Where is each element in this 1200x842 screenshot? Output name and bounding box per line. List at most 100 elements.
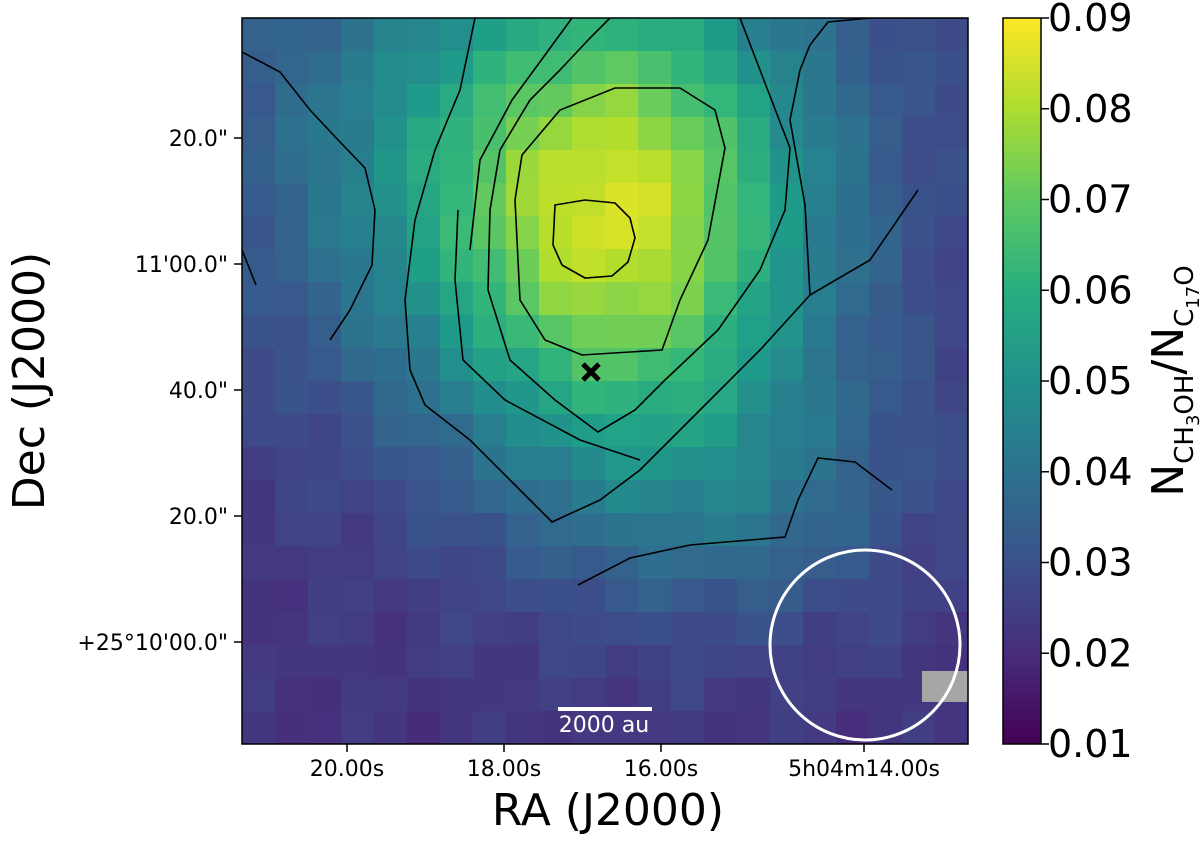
heatmap-cell — [803, 579, 837, 613]
heatmap-cell — [506, 447, 540, 481]
heatmap-cell — [935, 150, 968, 184]
y-tick-label: 11'00.0" — [135, 253, 228, 278]
heatmap-cell — [374, 150, 408, 184]
heatmap-cell — [935, 282, 968, 316]
heatmap-cell — [869, 645, 903, 679]
heatmap-cell — [935, 711, 968, 744]
heatmap-cell — [473, 84, 507, 118]
heatmap-cell — [308, 348, 342, 382]
heatmap-cell — [308, 381, 342, 415]
heatmap-cell — [407, 678, 441, 712]
heatmap-cell — [803, 150, 837, 184]
heatmap-cell — [770, 678, 804, 712]
heatmap-cell — [869, 315, 903, 349]
heatmap-cell — [704, 546, 738, 580]
heatmap-cell — [473, 711, 507, 744]
heatmap-cell — [440, 678, 474, 712]
heatmap-cell — [671, 216, 705, 250]
contour-line — [789, 18, 968, 296]
heatmap-cell — [374, 183, 408, 217]
heatmap-cell — [275, 150, 309, 184]
heatmap-cell — [869, 513, 903, 547]
heatmap-cell — [770, 447, 804, 481]
heatmap-cell — [902, 18, 936, 52]
heatmap-cell — [638, 51, 672, 85]
heatmap-cell — [506, 711, 540, 744]
colorbar-tick-label: 0.04 — [1048, 450, 1133, 494]
heatmap-cell — [935, 480, 968, 514]
heatmap-cell — [341, 711, 375, 744]
heatmap-cell — [308, 711, 342, 744]
heatmap-cell — [803, 645, 837, 679]
heatmap-cell — [539, 579, 573, 613]
heatmap-cell — [638, 18, 672, 52]
heatmap-cell — [374, 381, 408, 415]
heatmap-cell — [704, 381, 738, 415]
heatmap-cells — [242, 18, 968, 744]
heatmap-cell — [638, 381, 672, 415]
heatmap-cell — [374, 414, 408, 448]
heatmap-cell — [737, 480, 771, 514]
heatmap-cell — [440, 579, 474, 613]
heatmap-cell — [671, 315, 705, 349]
heatmap-cell — [506, 183, 540, 217]
heatmap-cell — [638, 579, 672, 613]
heatmap-cell — [737, 414, 771, 448]
heatmap-cell — [836, 117, 870, 151]
heatmap-cell — [407, 51, 441, 85]
contour-line — [552, 199, 636, 279]
heatmap-cell — [374, 513, 408, 547]
heatmap-cell — [539, 249, 573, 283]
heatmap-cell — [671, 480, 705, 514]
heatmap-cell — [770, 282, 804, 316]
heatmap-cell — [341, 480, 375, 514]
heatmap-cell — [242, 513, 276, 547]
heatmap-cell — [605, 117, 639, 151]
heatmap-cell — [341, 216, 375, 250]
heatmap-cell — [737, 249, 771, 283]
heatmap-cell — [737, 381, 771, 415]
heatmap-cell — [902, 513, 936, 547]
heatmap-cell — [506, 18, 540, 52]
heatmap-cell — [506, 480, 540, 514]
heatmap-cell — [737, 51, 771, 85]
heatmap-cell — [374, 315, 408, 349]
heatmap-cell — [275, 678, 309, 712]
heatmap-cell — [902, 480, 936, 514]
heatmap-cell — [374, 348, 408, 382]
heatmap-cell — [671, 513, 705, 547]
contour-lines — [242, 18, 968, 586]
heatmap-cell — [935, 447, 968, 481]
heatmap-cell — [836, 150, 870, 184]
heatmap-cell — [737, 282, 771, 316]
heatmap-cell — [374, 249, 408, 283]
heatmap-cell — [902, 150, 936, 184]
heatmap-cell — [638, 150, 672, 184]
heatmap-cell — [242, 612, 276, 646]
heatmap-cell — [935, 18, 968, 52]
heatmap-cell — [605, 84, 639, 118]
heatmap-cell — [902, 183, 936, 217]
heatmap-cell — [605, 513, 639, 547]
heatmap-cell — [836, 678, 870, 712]
heatmap-cell — [605, 645, 639, 679]
heatmap-cell — [275, 381, 309, 415]
heatmap-cell — [605, 150, 639, 184]
heatmap-cell — [242, 414, 276, 448]
heatmap-cell — [836, 51, 870, 85]
heatmap-cell — [242, 282, 276, 316]
heatmap-cell — [638, 117, 672, 151]
heatmap-cell — [572, 678, 606, 712]
heatmap-cell — [308, 18, 342, 52]
heatmap-cell — [242, 579, 276, 613]
heatmap-cell — [374, 711, 408, 744]
heatmap-cell — [935, 117, 968, 151]
heatmap-cell — [605, 51, 639, 85]
heatmap-cell — [407, 513, 441, 547]
heatmap-cell — [506, 216, 540, 250]
heatmap-cell — [242, 117, 276, 151]
heatmap-cell — [572, 381, 606, 415]
heatmap-cell — [341, 381, 375, 415]
heatmap-cell — [440, 381, 474, 415]
heatmap-cell — [803, 612, 837, 646]
